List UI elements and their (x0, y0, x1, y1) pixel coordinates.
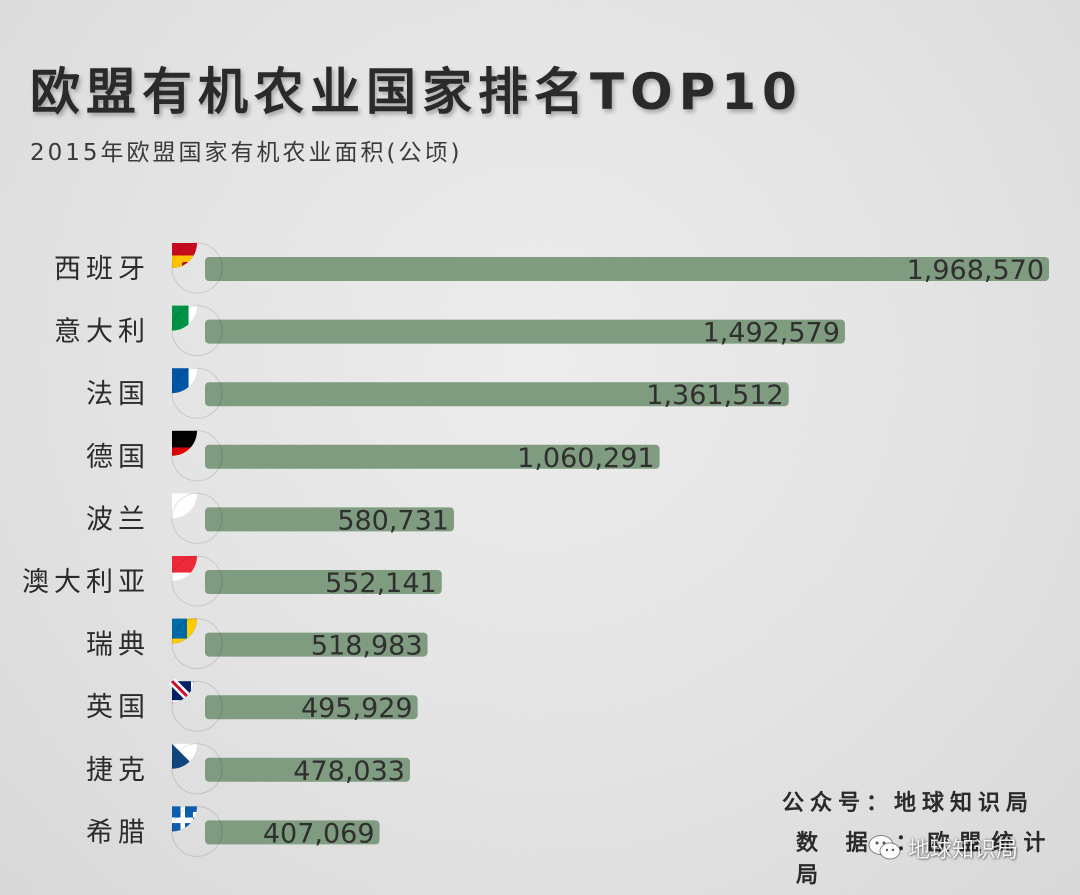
wechat-watermark: 地球知识局 (868, 832, 1018, 864)
value-label: 478,033 (293, 756, 405, 787)
wechat-icon (868, 835, 901, 860)
bar (205, 820, 380, 845)
bar (205, 570, 442, 594)
country-label: 澳大利亚 (22, 567, 150, 598)
bar (205, 695, 418, 720)
watermark-text: 地球知识局 (908, 838, 1019, 863)
country-label: 法国 (86, 379, 150, 410)
page-subtitle: 2015年欧盟国家有机农业面积(公顷) (30, 140, 463, 166)
bar (205, 257, 1049, 281)
country-label: 意大利 (54, 317, 150, 348)
bar (205, 632, 428, 657)
country-label: 西班牙 (54, 254, 150, 285)
value-label: 1,361,512 (646, 380, 783, 411)
value-label: 518,983 (311, 631, 423, 662)
account-credit: 公众号：地球知识局 (782, 791, 1035, 816)
bar (205, 382, 789, 407)
country-label: 瑞典 (86, 630, 150, 661)
bar (205, 507, 454, 532)
country-label: 希腊 (86, 817, 150, 848)
value-label: 1,060,291 (517, 443, 654, 474)
country-label: 波兰 (86, 504, 150, 535)
value-label: 495,929 (301, 693, 413, 724)
value-label: 1,492,579 (703, 318, 840, 349)
value-label: 407,069 (263, 818, 375, 849)
country-label: 捷克 (86, 755, 150, 786)
data-source-credit: 数 据 ：欧盟统计局 (796, 831, 1056, 888)
bar (205, 757, 410, 782)
value-label: 1,968,570 (907, 255, 1044, 286)
bar (205, 319, 845, 344)
country-label: 英国 (86, 692, 150, 723)
bar (205, 444, 660, 469)
value-label: 552,141 (325, 568, 437, 599)
page-title: 欧盟有机农业国家排名TOP10 (30, 63, 803, 121)
country-label: 德国 (86, 442, 150, 473)
value-label: 580,731 (337, 505, 449, 536)
